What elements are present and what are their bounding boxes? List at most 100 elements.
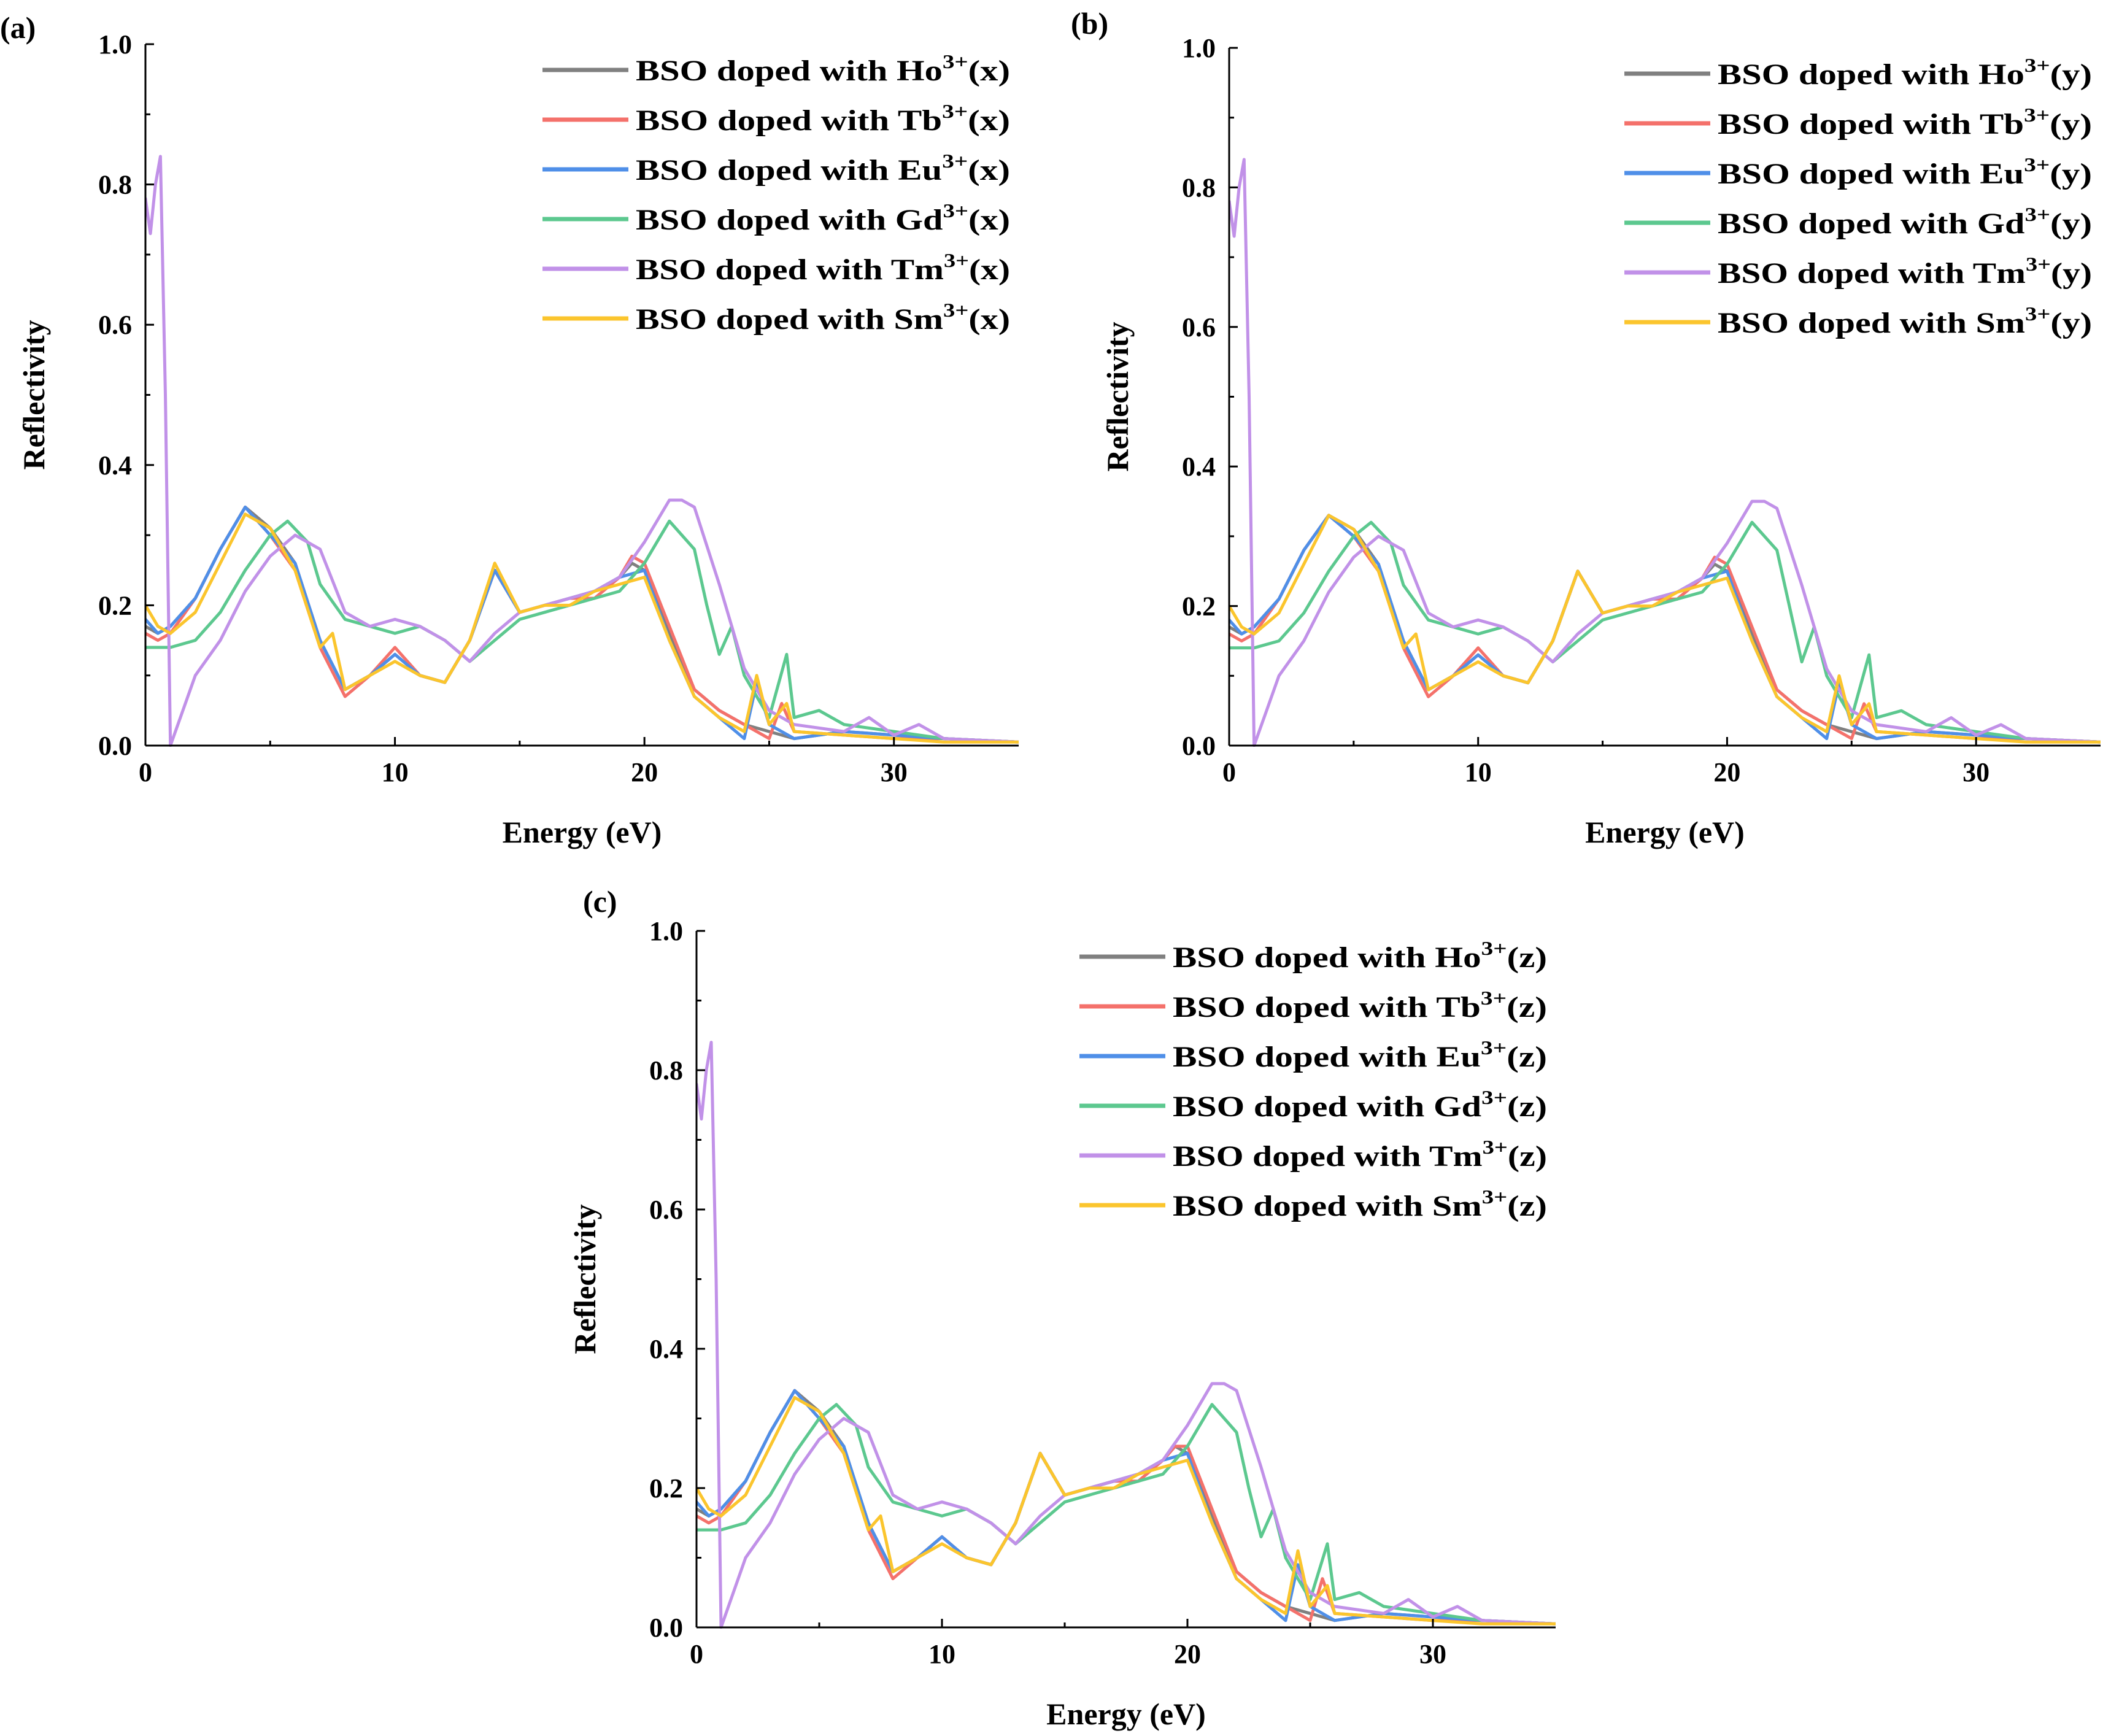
legend-item-tm: BSO doped with Tm 3+ (z): [1079, 1136, 1547, 1173]
legend-label: BSO doped with Tm 3+ (y): [1718, 253, 2092, 290]
legend: BSO doped with Ho 3+ (z)BSO doped with Tb 3…: [1079, 937, 1547, 1222]
legend-superscript: 3+: [943, 199, 968, 222]
legend-suffix: (y): [2050, 158, 2092, 190]
y-tick-label: 0.6: [649, 1195, 683, 1225]
legend-label: BSO doped with Gd 3+ (x): [636, 199, 1010, 236]
legend-prefix: BSO doped with Gd: [636, 204, 943, 236]
y-tick-label: 1.0: [1182, 33, 1216, 63]
x-tick-label: 0: [1222, 757, 1236, 787]
legend-prefix: BSO doped with Sm: [1173, 1190, 1482, 1222]
x-tick-label: 20: [1713, 757, 1740, 787]
legend-item-gd: BSO doped with Gd 3+ (y): [1624, 203, 2092, 240]
legend-suffix: (y): [2050, 108, 2092, 141]
y-axis-title: Reflectivity: [1100, 322, 1135, 471]
legend-item-ho: BSO doped with Ho 3+ (z): [1079, 937, 1547, 974]
legend-suffix: (y): [2051, 257, 2092, 290]
legend-prefix: BSO doped with Eu: [1718, 158, 2024, 190]
legend-superscript: 3+: [1481, 937, 1507, 959]
legend-prefix: BSO doped with Eu: [1173, 1041, 1481, 1073]
chart-panel-2: (c) 0.0 0.2 0.4 0.6 0.8 1.0 0 10 20 30 Energy (eV) R…: [568, 884, 1556, 1731]
y-tick-label: 1.0: [98, 29, 132, 60]
legend-superscript: 3+: [2024, 153, 2050, 176]
series-line-tm: [145, 155, 1019, 747]
legend-suffix: (z): [1507, 1190, 1547, 1222]
legend-label: BSO doped with Tb 3+ (y): [1718, 104, 2092, 141]
legend-suffix: (z): [1508, 1140, 1547, 1173]
series-line-gd: [697, 1403, 1556, 1626]
legend-suffix: (x): [969, 253, 1010, 286]
legend-superscript: 3+: [1481, 1036, 1507, 1059]
legend-item-eu: BSO doped with Eu 3+ (y): [1624, 153, 2092, 190]
series-line-sm: [145, 512, 1019, 744]
y-tick-label: 0.2: [98, 590, 132, 620]
legend-label: BSO doped with Gd 3+ (y): [1718, 203, 2092, 240]
legend-superscript: 3+: [942, 100, 968, 122]
legend-superscript: 3+: [1481, 1086, 1507, 1108]
legend-label: BSO doped with Tb 3+ (x): [636, 100, 1010, 137]
x-tick-label: 10: [1465, 757, 1492, 787]
legend-prefix: BSO doped with Tm: [1173, 1140, 1483, 1173]
y-tick-label: 0.0: [1182, 731, 1216, 761]
legend-label: BSO doped with Sm 3+ (y): [1718, 303, 2092, 339]
legend-item-eu: BSO doped with Eu 3+ (x): [542, 150, 1010, 187]
y-tick-label: 0.6: [98, 310, 132, 340]
panel-label: (c): [583, 884, 617, 919]
legend-label: BSO doped with Tm 3+ (z): [1173, 1136, 1547, 1173]
legend-superscript: 3+: [942, 150, 968, 172]
legend-item-sm: BSO doped with Sm 3+ (x): [542, 299, 1010, 336]
series-line-ho: [1229, 514, 2101, 744]
y-tick-label: 0.0: [98, 731, 132, 761]
series-line-sm: [697, 1395, 1556, 1626]
legend-item-sm: BSO doped with Sm 3+ (z): [1079, 1186, 1547, 1222]
y-tick-label: 0.8: [1182, 172, 1216, 203]
legend-superscript: 3+: [943, 50, 968, 72]
legend-label: BSO doped with Sm 3+ (z): [1173, 1186, 1547, 1222]
legend-prefix: BSO doped with Ho: [636, 55, 943, 87]
y-tick-label: 0.2: [649, 1473, 683, 1503]
legend-item-tb: BSO doped with Tb 3+ (x): [542, 100, 1010, 137]
legend-item-ho: BSO doped with Ho 3+ (y): [1624, 54, 2092, 91]
legend-prefix: BSO doped with Sm: [636, 303, 943, 336]
legend-prefix: BSO doped with Tm: [636, 253, 944, 286]
y-tick-label: 1.0: [649, 916, 683, 946]
legend-superscript: 3+: [2024, 104, 2050, 126]
legend-superscript: 3+: [2024, 203, 2050, 225]
legend-prefix: BSO doped with Tb: [1718, 108, 2024, 141]
legend-suffix: (z): [1507, 1041, 1547, 1073]
y-axis-title: Reflectivity: [568, 1204, 602, 1354]
legend-item-eu: BSO doped with Eu 3+ (z): [1079, 1036, 1547, 1073]
y-tick-label: 0.4: [649, 1334, 683, 1364]
legend-item-tb: BSO doped with Tb 3+ (z): [1079, 987, 1547, 1024]
legend-suffix: (z): [1507, 941, 1547, 974]
legend-item-tm: BSO doped with Tm 3+ (y): [1624, 253, 2092, 290]
legend: BSO doped with Ho 3+ (x)BSO doped with Tb 3…: [542, 50, 1010, 336]
y-tick-label: 0.8: [98, 170, 132, 200]
legend-suffix: (x): [968, 104, 1010, 137]
legend-superscript: 3+: [943, 299, 968, 321]
legend-label: BSO doped with Eu 3+ (y): [1718, 153, 2092, 190]
x-tick-label: 0: [690, 1639, 703, 1669]
legend-suffix: (x): [968, 55, 1010, 87]
legend-prefix: BSO doped with Tb: [1173, 991, 1481, 1024]
legend-superscript: 3+: [944, 249, 969, 271]
legend-suffix: (x): [968, 154, 1010, 187]
series-line-tb: [1229, 514, 2101, 744]
legend-label: BSO doped with Tb 3+ (z): [1173, 987, 1547, 1024]
x-tick-label: 0: [139, 757, 152, 787]
panel-label: (a): [0, 10, 36, 45]
legend-prefix: BSO doped with Tb: [636, 104, 942, 137]
legend-label: BSO doped with Eu 3+ (z): [1173, 1036, 1547, 1073]
legend: BSO doped with Ho 3+ (y)BSO doped with Tb 3…: [1624, 54, 2092, 339]
legend-label: BSO doped with Gd 3+ (z): [1173, 1086, 1547, 1123]
chart-panel-0: (a) 0.0 0.2 0.4 0.6 0.8 1.0 0 10 20 30 Energy (eV) R…: [0, 10, 1019, 849]
legend-superscript: 3+: [2025, 303, 2050, 325]
x-axis-title: Energy (eV): [503, 815, 662, 849]
x-axis-title: Energy (eV): [1585, 815, 1745, 849]
x-tick-label: 10: [928, 1639, 955, 1669]
panel-label: (b): [1071, 6, 1108, 41]
x-axis-title: Energy (eV): [1046, 1697, 1206, 1731]
legend-item-tb: BSO doped with Tb 3+ (y): [1624, 104, 2092, 141]
legend-prefix: BSO doped with Ho: [1173, 941, 1481, 974]
x-tick-label: 30: [1962, 757, 1989, 787]
